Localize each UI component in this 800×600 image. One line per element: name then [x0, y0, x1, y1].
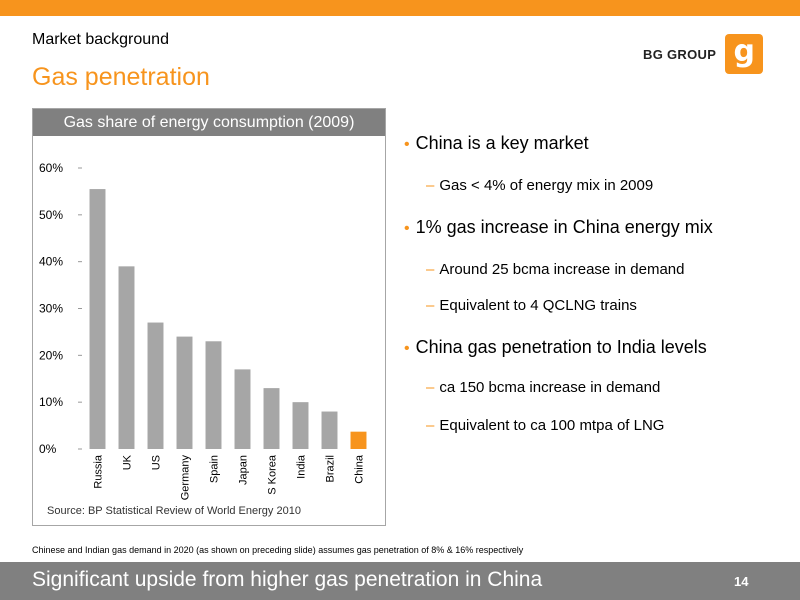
bar-japan: [234, 369, 251, 449]
x-tick-label: Russia: [93, 454, 105, 489]
gas-share-chart: Gas share of energy consumption (2009) 0…: [32, 108, 386, 526]
y-tick-label: 0%: [39, 442, 57, 456]
slide-title: Gas penetration: [32, 63, 210, 91]
y-tick-label: 30%: [39, 302, 63, 316]
sub-bullet-demand-increase: – Around 25 bcma increase in demand: [426, 261, 685, 278]
bar-s-korea: [263, 388, 280, 449]
logo-mark-icon: g: [725, 34, 764, 74]
x-tick-label: Brazil: [325, 455, 337, 483]
bullet-key-market: • China is a key market: [404, 133, 589, 154]
y-tick-label: 60%: [39, 161, 63, 175]
sub-bullet-text: Around 25 bcma increase in demand: [439, 261, 685, 278]
bar-india: [292, 402, 309, 449]
sub-bullet-dash: –: [426, 177, 435, 194]
chart-title: Gas share of energy consumption (2009): [33, 109, 385, 136]
bullet-gas-increase: • 1% gas increase in China energy mix: [404, 217, 713, 238]
sub-bullet-dash: –: [426, 379, 435, 396]
logo-text: BG GROUP: [643, 46, 717, 62]
sub-bullet-text: Gas < 4% of energy mix in 2009: [439, 177, 654, 194]
bullet-text: 1% gas increase in China energy mix: [415, 217, 713, 237]
logo-mark-glyph: g: [733, 34, 755, 69]
sub-bullet-text: Equivalent to 4 QCLNG trains: [439, 297, 637, 314]
section-label: Market background: [32, 31, 169, 48]
bar-us: [147, 322, 164, 449]
y-tick-label: 40%: [39, 255, 63, 269]
x-tick-label: China: [354, 454, 366, 484]
bar-germany: [176, 336, 193, 449]
x-tick-label: US: [151, 455, 163, 470]
sub-bullet-bcma-increase: – ca 150 bcma increase in demand: [426, 379, 660, 396]
footnote: Chinese and Indian gas demand in 2020 (a…: [32, 545, 524, 555]
sub-bullet-text: Equivalent to ca 100 mtpa of LNG: [439, 417, 665, 434]
sub-bullet-mtpa-lng: – Equivalent to ca 100 mtpa of LNG: [426, 417, 664, 434]
bullet-dot: •: [404, 220, 410, 237]
x-tick-label: S Korea: [267, 454, 279, 495]
sub-bullet-gas-share: – Gas < 4% of energy mix in 2009: [426, 177, 653, 194]
x-tick-label: UK: [122, 454, 134, 470]
footer-title: Significant upside from higher gas penet…: [32, 568, 543, 591]
page-number: 14: [734, 574, 749, 589]
bullet-india-levels: • China gas penetration to India levels: [404, 337, 707, 358]
x-tick-label: Spain: [209, 455, 221, 483]
bg-group-logo: BG GROUP g: [643, 34, 764, 74]
sub-bullet-dash: –: [426, 417, 435, 434]
bar-brazil: [321, 411, 338, 449]
bar-uk: [118, 266, 135, 449]
footer-bar: Significant upside from higher gas penet…: [0, 562, 800, 600]
x-tick-label: Germany: [180, 455, 192, 501]
x-tick-label: Japan: [238, 455, 250, 485]
x-tick-label: India: [296, 454, 308, 479]
sub-bullet-dash: –: [426, 261, 435, 278]
bar-spain: [205, 341, 222, 449]
bar-china: [350, 431, 367, 449]
sub-bullet-dash: –: [426, 297, 435, 314]
bullet-text: China is a key market: [415, 133, 589, 153]
y-tick-label: 20%: [39, 348, 63, 362]
bullet-dot: •: [404, 340, 410, 357]
bullet-dot: •: [404, 136, 410, 153]
bar-chart-plot: 0% 10% 20% 30% 40% 50% 60% Russia UK US Germany Spa…: [39, 161, 367, 501]
chart-source: Source: BP Statistical Review of World E…: [47, 505, 301, 517]
bullet-text: China gas penetration to India levels: [415, 337, 707, 357]
sub-bullet-qclng-trains: – Equivalent to 4 QCLNG trains: [426, 297, 637, 314]
y-tick-label: 10%: [39, 395, 63, 409]
sub-bullet-text: ca 150 bcma increase in demand: [439, 379, 661, 396]
bar-russia: [89, 189, 106, 449]
top-accent-bar: [0, 0, 800, 16]
y-tick-label: 50%: [39, 208, 63, 222]
